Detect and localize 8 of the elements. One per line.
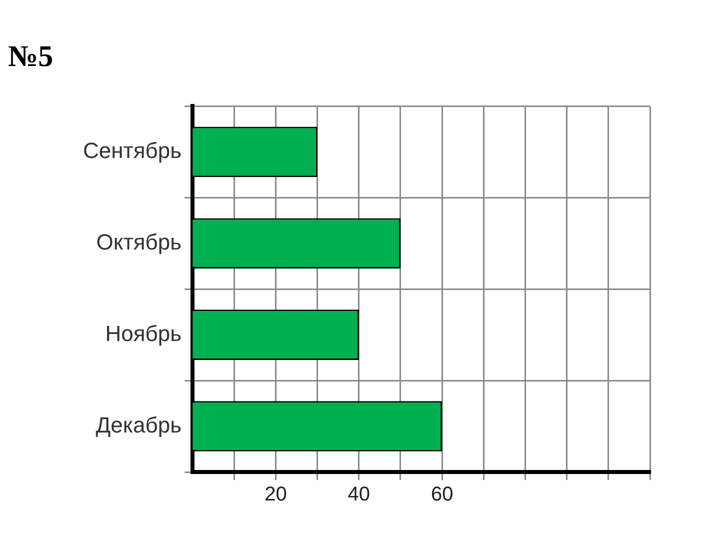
y-tick-label: Декабрь	[96, 412, 182, 438]
chart-title: №5	[8, 40, 54, 74]
y-tick-label: Октябрь	[96, 229, 182, 254]
y-tick-label: Сентябрь	[82, 138, 182, 163]
x-tick-label: 20	[264, 484, 287, 506]
x-tick-label: 60	[430, 484, 454, 506]
y-tick-label: Ноябрь	[105, 320, 182, 346]
x-tick-label: 40	[348, 484, 370, 506]
